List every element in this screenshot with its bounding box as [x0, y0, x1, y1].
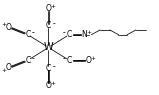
Text: -: - — [53, 62, 55, 71]
Text: -: - — [63, 28, 66, 37]
Text: +: + — [86, 30, 92, 35]
Text: O: O — [85, 56, 91, 65]
Text: O: O — [46, 4, 51, 13]
Text: +: + — [1, 22, 6, 27]
Text: +: + — [90, 56, 96, 61]
Text: O: O — [6, 63, 12, 72]
Text: +: + — [1, 68, 6, 73]
Text: C: C — [66, 56, 72, 65]
Text: C: C — [25, 56, 31, 65]
Text: C: C — [46, 21, 51, 30]
Text: -: - — [32, 28, 35, 37]
Text: N: N — [81, 30, 87, 39]
Text: C: C — [66, 30, 72, 39]
Text: +: + — [51, 4, 56, 9]
Text: O: O — [46, 81, 51, 90]
Text: C: C — [46, 64, 51, 73]
Text: -: - — [53, 19, 55, 28]
Text: -: - — [63, 54, 66, 63]
Text: -: - — [32, 54, 35, 63]
Text: C: C — [25, 30, 31, 39]
Text: +: + — [51, 81, 56, 86]
Text: O: O — [6, 23, 12, 32]
Text: W: W — [44, 42, 53, 53]
